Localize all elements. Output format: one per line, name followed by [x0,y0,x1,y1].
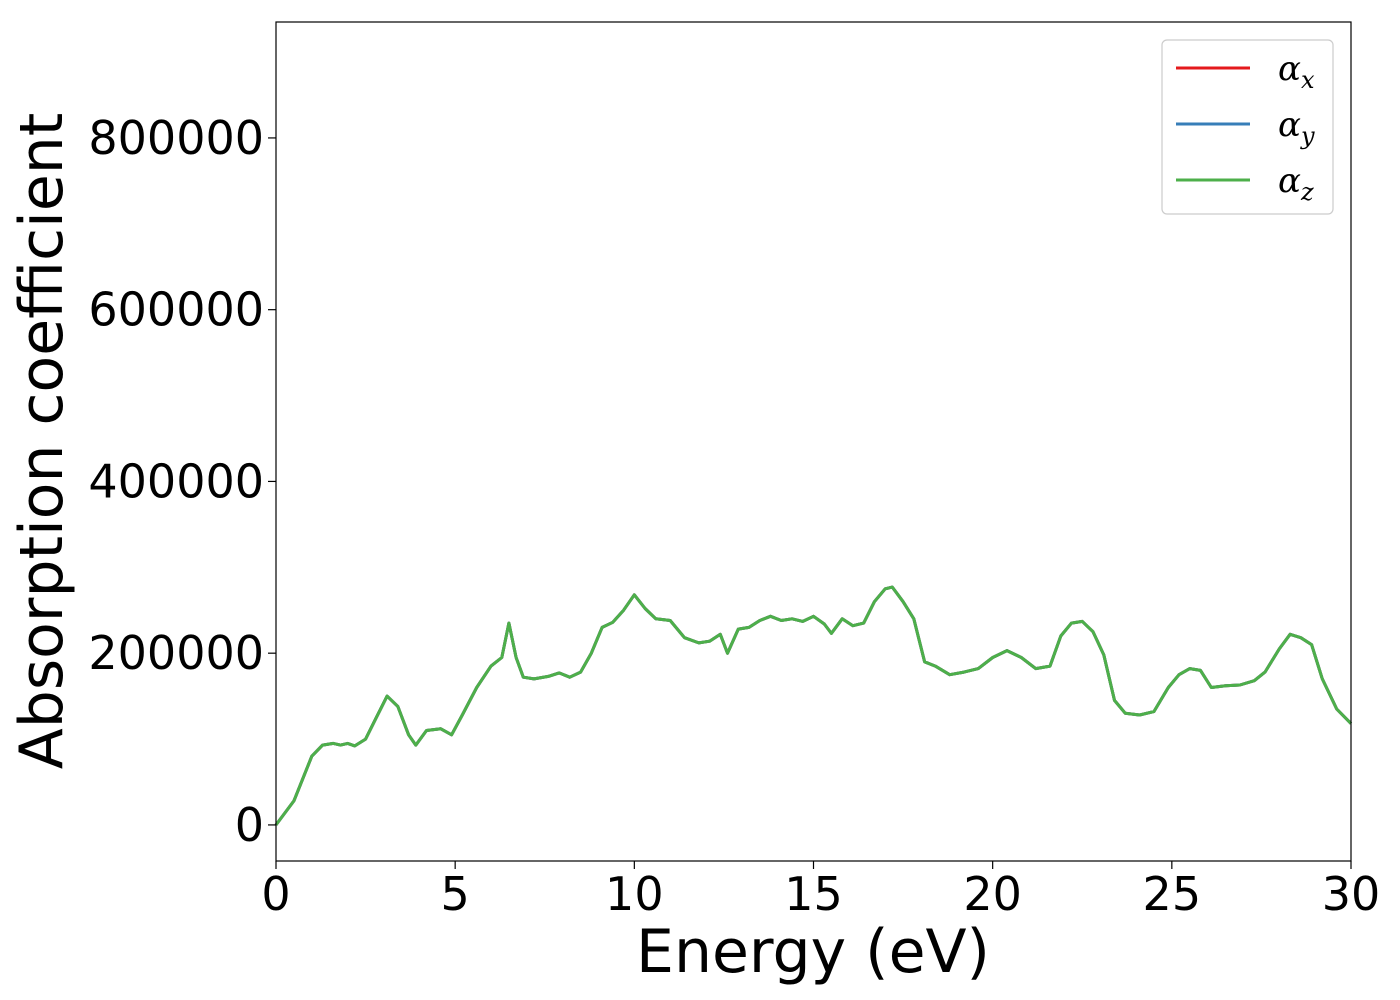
legend-entries: αx αy αz [1176,49,1315,206]
x-ticks: 0 5 10 15 20 25 30 [261,861,1380,921]
x-tick-label: 25 [1143,867,1202,921]
legend-label-2: αy [1278,105,1315,150]
x-tick-label: 15 [784,867,843,921]
x-tick-label: 30 [1322,867,1381,921]
series-layer [274,585,1353,826]
y-tick-label: 200000 [88,626,264,680]
legend: αx αy αz [1161,39,1334,215]
series-line-3 [274,585,1353,826]
x-axis-label: Energy (eV) [636,917,990,987]
x-tick-label: 0 [261,867,290,921]
y-tick-label: 400000 [88,454,264,508]
x-tick-label: 20 [963,867,1022,921]
legend-box [1161,39,1334,215]
legend-label-3: αz [1278,161,1314,206]
y-tick-label: 0 [235,798,264,852]
y-tick-label: 600000 [88,283,264,337]
x-tick-label: 5 [441,867,470,921]
y-axis-label: Absorption coefficient [7,113,77,770]
y-tick-label: 800000 [88,111,264,165]
y-ticks: 0 200000 400000 600000 800000 [88,111,276,852]
legend-label-1: αx [1278,49,1315,94]
x-tick-label: 10 [605,867,664,921]
